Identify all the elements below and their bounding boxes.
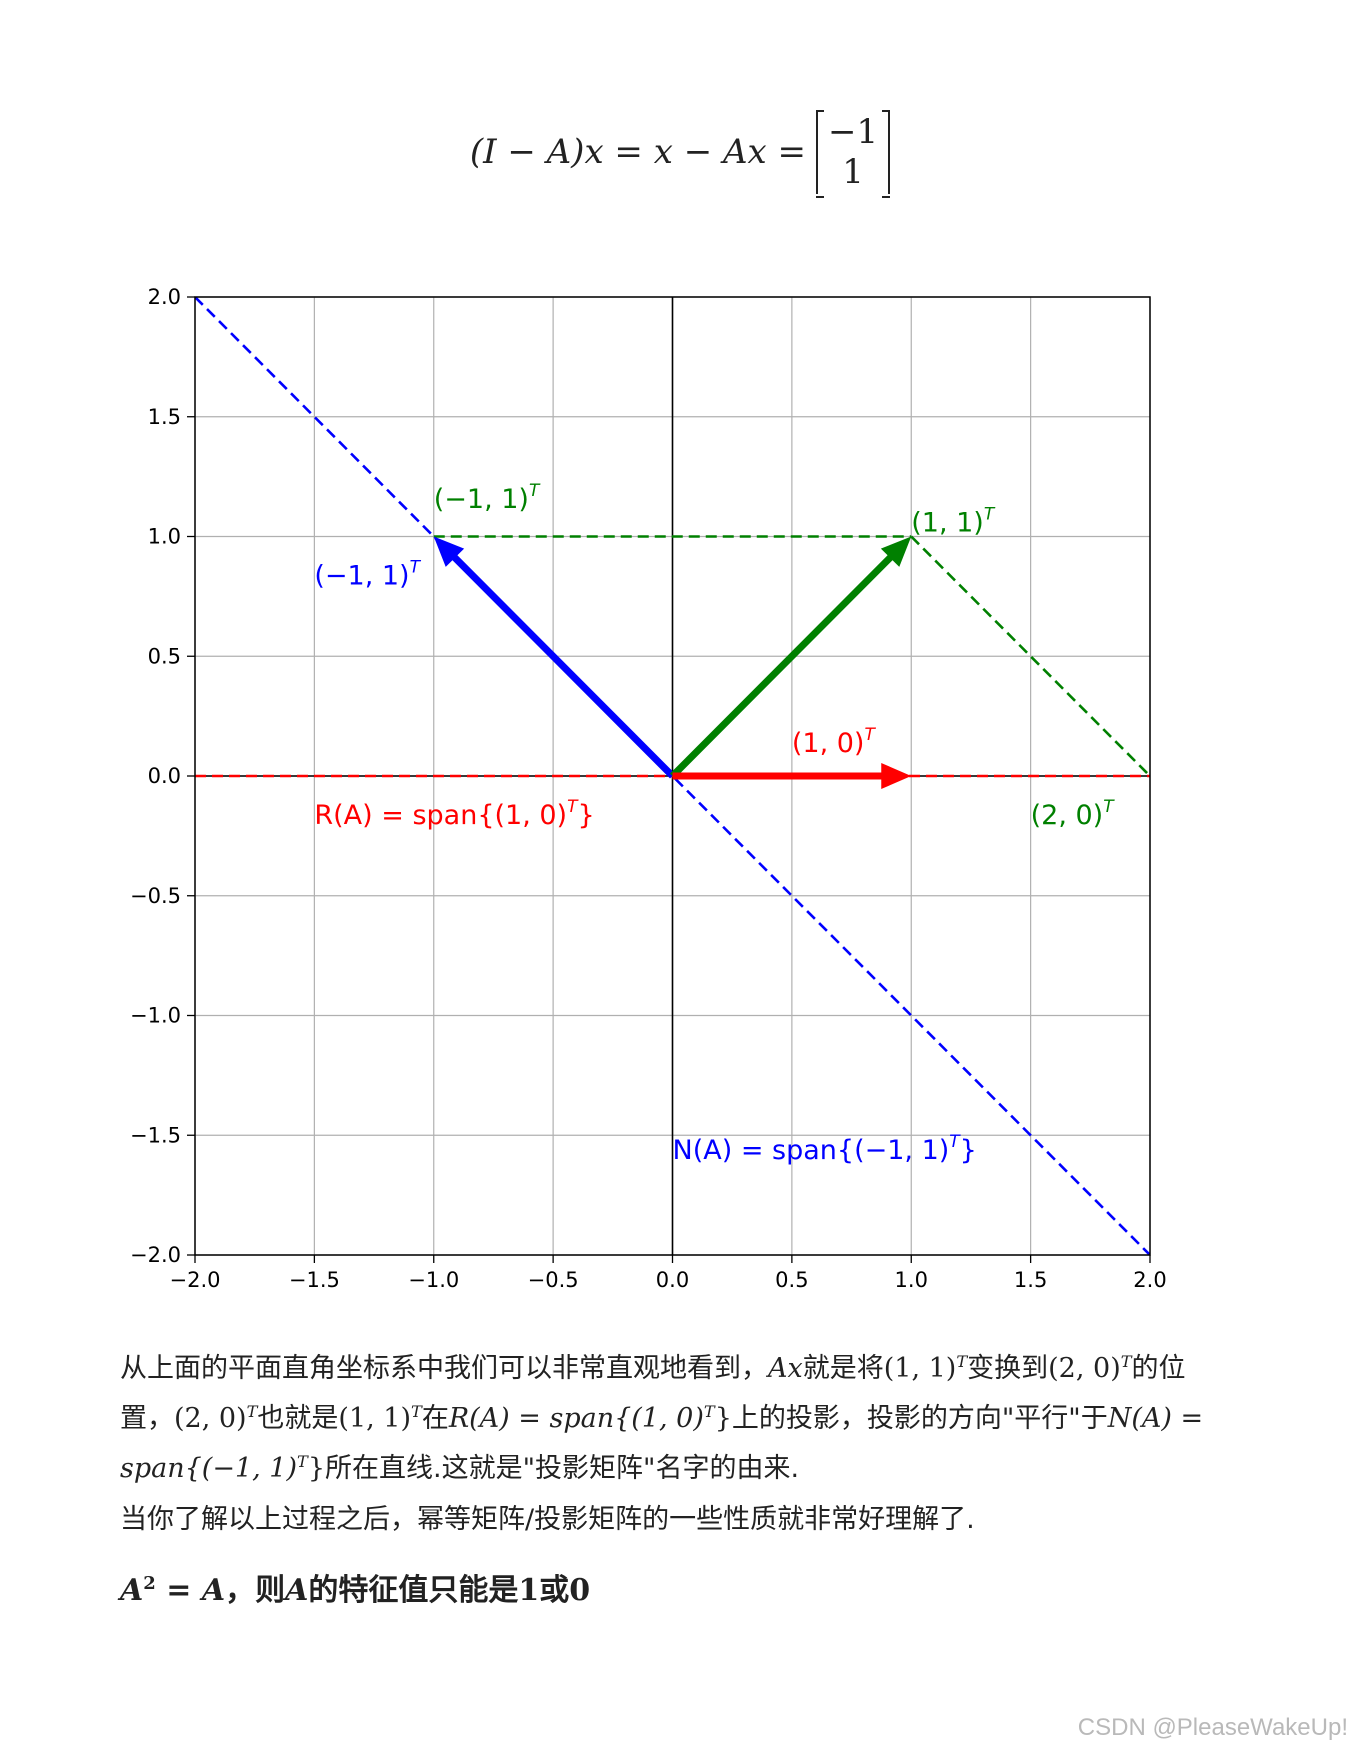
watermark: CSDN @PleaseWakeUp! — [1077, 1714, 1348, 1741]
heading-math-a2: A — [285, 1573, 309, 1608]
label-red-1-0: (1, 0)T — [792, 725, 877, 759]
para-text-2: 就是将 — [802, 1353, 884, 1384]
para-text-3: 变换到 — [967, 1353, 1049, 1384]
heading-text-1: ，则 — [225, 1573, 286, 1608]
para-math-ax: Ax — [768, 1353, 803, 1384]
para-text-4: 的位置， — [120, 1353, 1186, 1434]
para-math-range-sup: T — [703, 1402, 715, 1421]
para-text-5: 也就是 — [257, 1403, 339, 1434]
ticks: −2.0 −1.5 −1.0 −0.5 0.0 0.5 1.0 1.5 2.0 2.0 1.5 1.0… — [130, 285, 1167, 1292]
para-text-7: 上的投影，投影的方向"平行"于 — [731, 1403, 1108, 1434]
para-math-null: N(A) = span{(−1, 1) — [120, 1403, 1204, 1484]
y-tick-label: 1.0 — [148, 525, 181, 549]
y-tick-label: −1.0 — [130, 1004, 181, 1028]
label-green-neg1-1: (−1, 1)T — [434, 481, 541, 515]
para-math-20b: (2, 0) — [174, 1403, 247, 1434]
formula-matrix: −1 1 — [816, 110, 891, 198]
y-tick-label: 0.0 — [148, 764, 181, 788]
para-math-20: (2, 0) — [1048, 1353, 1121, 1384]
para-math-11-sup: T — [956, 1352, 968, 1371]
para-math-11b: (1, 1) — [338, 1403, 411, 1434]
blue-null-line — [195, 297, 1150, 1255]
para-text-6: 在 — [421, 1403, 449, 1434]
label-blue-neg1-1: (−1, 1)T — [314, 557, 421, 591]
y-tick-label: 0.5 — [148, 644, 181, 668]
x-tick-label: 0.5 — [775, 1268, 808, 1292]
y-tick-label: 1.5 — [148, 405, 181, 429]
explanation-paragraph: 从上面的平面直角坐标系中我们可以非常直观地看到，Ax就是将(1, 1)T变换到(… — [120, 1340, 1220, 1490]
x-tick-label: −1.0 — [408, 1268, 459, 1292]
heading-math-sup: 2 — [143, 1573, 156, 1594]
matrix-top: −1 — [828, 112, 879, 152]
y-tick-label: −2.0 — [130, 1243, 181, 1267]
x-tick-label: 2.0 — [1133, 1268, 1166, 1292]
heading-text-3: 或 — [539, 1573, 570, 1608]
y-tick-label: −1.5 — [130, 1123, 181, 1147]
green-vector — [670, 536, 912, 779]
para-math-null-sup: T — [297, 1452, 308, 1471]
projection-chart: −2.0 −1.5 −1.0 −0.5 0.0 0.5 1.0 1.5 2.0 2.0 1.5 1.0… — [130, 285, 1167, 1292]
heading-math-0: 0 — [569, 1573, 591, 1608]
x-tick-label: −1.5 — [289, 1268, 340, 1292]
heading-math-1: 1 — [518, 1573, 540, 1608]
annotations: (−1, 1)T (−1, 1)T (1, 1)T (1, 0)T (2, 0)T R(A… — [314, 481, 1115, 1166]
formula: (I − A)x = x − Ax = −1 1 — [0, 110, 1360, 198]
matrix-bottom: 1 — [842, 152, 864, 192]
para-math-range: R(A) = span{(1, 0) — [448, 1403, 704, 1434]
label-green-1-1: (1, 1)T — [911, 505, 996, 539]
label-green-2-0: (2, 0)T — [1031, 797, 1116, 831]
para-text-8: 所在直线.这就是"投影矩阵"名字的由来. — [325, 1453, 800, 1484]
y-tick-label: −0.5 — [130, 884, 181, 908]
x-tick-label: 1.0 — [895, 1268, 928, 1292]
para-math-11b-sup: T — [411, 1402, 422, 1421]
property-heading: A2 = A，则A的特征值只能是1或0 — [120, 1565, 1220, 1609]
para-math-11: (1, 1) — [883, 1353, 957, 1384]
x-tick-label: −0.5 — [528, 1268, 579, 1292]
heading-math-a: A — [120, 1573, 144, 1608]
x-tick-label: 1.5 — [1014, 1268, 1047, 1292]
summary-paragraph: 当你了解以上过程之后，幂等矩阵/投影矩阵的一些性质就非常好理解了. — [120, 1504, 975, 1535]
heading-text-2: 的特征值只能是 — [308, 1573, 519, 1608]
para-math-null-tail: } — [307, 1453, 326, 1484]
green-diagonal-line — [910, 535, 1150, 777]
para-math-20-sup: T — [1120, 1352, 1132, 1371]
para-math-range-tail: } — [714, 1403, 732, 1434]
y-tick-label: 2.0 — [148, 285, 181, 309]
label-range: R(A) = span{(1, 0)T} — [314, 797, 594, 831]
blue-vector — [433, 536, 675, 779]
x-tick-label: −2.0 — [170, 1268, 221, 1292]
heading-math-eq: = A — [155, 1573, 226, 1608]
formula-lhs: (I − A)x = x − Ax = — [469, 132, 807, 172]
x-tick-label: 0.0 — [656, 1268, 689, 1292]
para-text-1: 从上面的平面直角坐标系中我们可以非常直观地看到， — [120, 1353, 768, 1384]
para-math-20b-sup: T — [246, 1402, 258, 1421]
vectors — [433, 536, 912, 789]
red-vector — [672, 763, 912, 789]
label-null: N(A) = span{(−1, 1)T} — [673, 1132, 977, 1166]
